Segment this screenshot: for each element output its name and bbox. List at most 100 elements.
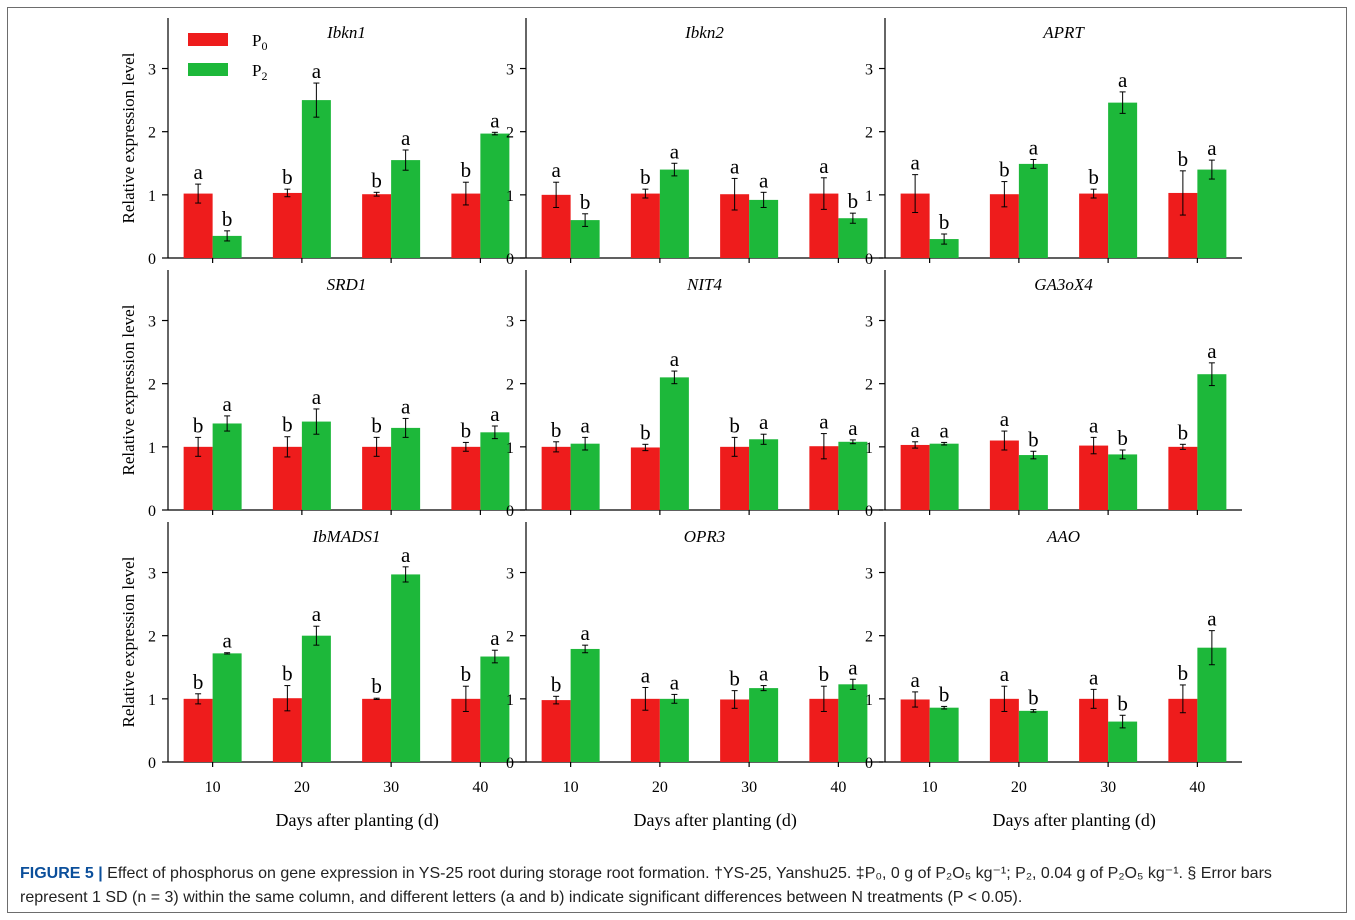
legend-label-p2: P2 (252, 61, 267, 83)
x-tick-label: 10 (922, 779, 938, 796)
significance-letter: a (222, 629, 232, 653)
significance-letter: a (401, 394, 411, 418)
significance-letter: b (1088, 165, 1099, 189)
significance-letter: a (1089, 413, 1099, 437)
significance-letter: a (1089, 665, 1099, 689)
significance-letter: a (312, 602, 322, 626)
bar-p0 (362, 446, 392, 510)
legend-label-p0: P0 (252, 31, 267, 53)
significance-letter: b (1178, 147, 1189, 171)
x-tick-label: 20 (652, 779, 668, 796)
significance-letter: b (282, 413, 293, 437)
significance-letter: b (193, 670, 204, 694)
bar-p2 (838, 441, 868, 510)
y-tick-label: 0 (865, 251, 873, 268)
bar-p2 (749, 688, 779, 762)
panel-title: Ibkn1 (326, 23, 366, 42)
y-tick-label: 3 (506, 62, 514, 79)
x-axis-label: Days after planting (d) (633, 810, 796, 831)
bar-p2 (301, 635, 331, 762)
y-axis-label: Relative expression level (119, 556, 138, 727)
bar-p2 (480, 133, 510, 258)
significance-letter: a (490, 108, 500, 132)
legend-swatch-p0 (188, 33, 228, 46)
bar-p0 (183, 698, 213, 762)
bar-p2 (301, 421, 331, 510)
significance-letter: a (819, 154, 829, 178)
y-tick-label: 0 (148, 503, 156, 520)
significance-letter: b (371, 413, 382, 437)
significance-letter: b (939, 682, 950, 706)
y-tick-label: 2 (506, 125, 514, 142)
y-tick-label: 0 (506, 755, 514, 772)
significance-letter: a (401, 126, 411, 150)
significance-letter: a (670, 139, 680, 163)
bar-p2 (391, 427, 421, 510)
bar-p2 (1108, 454, 1138, 510)
significance-letter: b (461, 418, 472, 442)
significance-letter: a (641, 663, 651, 687)
significance-letter: a (490, 402, 500, 426)
significance-letter: b (848, 189, 859, 213)
x-tick-label: 10 (205, 779, 221, 796)
bar-p2 (929, 707, 959, 762)
bar-p2 (212, 235, 242, 258)
y-axis-label: Relative expression level (119, 52, 138, 223)
significance-letter: a (910, 151, 920, 175)
significance-letter: b (1117, 691, 1128, 715)
significance-letter: b (551, 418, 562, 442)
panel-title: APRT (1042, 23, 1085, 42)
panel-title: OPR3 (684, 527, 726, 546)
bar-p0 (362, 194, 392, 258)
significance-letter: a (848, 655, 858, 679)
bar-p2 (749, 439, 779, 510)
significance-letter: a (759, 410, 769, 434)
bar-p2 (1108, 102, 1138, 258)
significance-letter: b (819, 662, 830, 686)
bar-p0 (451, 446, 481, 510)
significance-letter: a (730, 154, 740, 178)
bar-p0 (720, 699, 750, 762)
y-tick-label: 2 (148, 125, 156, 142)
panel-title: IbMADS1 (312, 527, 381, 546)
significance-letter: b (729, 413, 740, 437)
significance-letter: a (670, 670, 680, 694)
y-tick-label: 2 (506, 377, 514, 394)
significance-letter: b (729, 667, 740, 691)
significance-letter: b (999, 158, 1010, 182)
bar-p2 (1018, 163, 1048, 258)
y-axis-label: Relative expression level (119, 304, 138, 475)
panel-title: NIT4 (686, 275, 722, 294)
bar-p0 (1079, 193, 1109, 258)
x-axis-label: Days after planting (d) (992, 810, 1155, 831)
x-tick-label: 30 (1100, 779, 1116, 796)
y-tick-label: 3 (148, 314, 156, 331)
significance-letter: b (939, 210, 950, 234)
significance-letter: a (490, 626, 500, 650)
y-tick-label: 1 (148, 188, 156, 205)
significance-letter: b (551, 672, 562, 696)
bar-p2 (749, 199, 779, 258)
significance-letter: a (193, 160, 203, 184)
bar-p2 (659, 377, 689, 510)
significance-letter: a (910, 668, 920, 692)
significance-letter: b (371, 674, 382, 698)
significance-letter: a (939, 418, 949, 442)
y-tick-label: 2 (148, 377, 156, 394)
bar-p2 (1197, 169, 1227, 258)
significance-letter: b (1178, 661, 1189, 685)
significance-letter: a (1029, 135, 1039, 159)
bar-p0 (1079, 698, 1109, 762)
significance-letter: a (1207, 607, 1217, 631)
y-tick-label: 3 (865, 314, 873, 331)
x-tick-label: 10 (563, 779, 579, 796)
x-tick-label: 30 (383, 779, 399, 796)
significance-letter: a (1000, 662, 1010, 686)
y-tick-label: 2 (865, 125, 873, 142)
significance-letter: a (670, 347, 680, 371)
